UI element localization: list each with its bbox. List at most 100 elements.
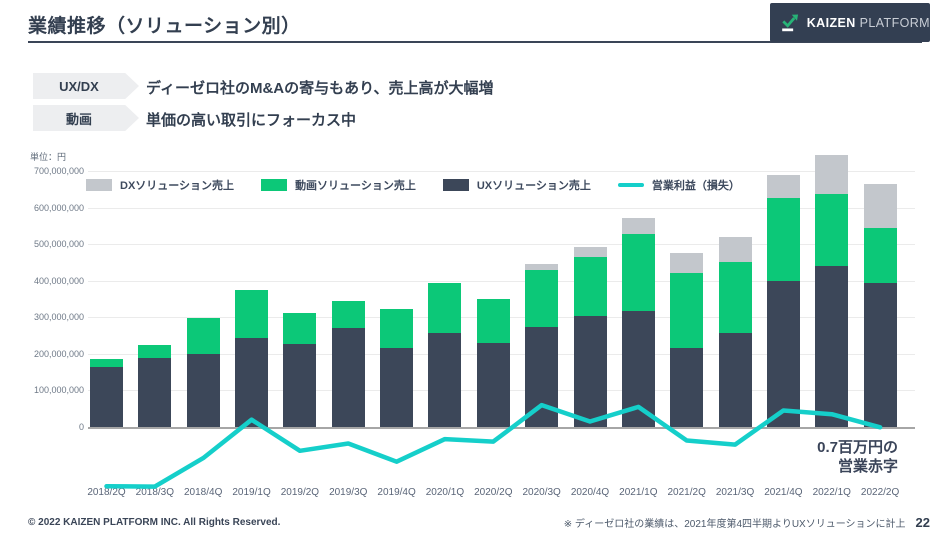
legend-item: UXソリューション売上: [442, 177, 591, 193]
x-tick-label: 2020/2Q: [474, 487, 513, 498]
annotation-line-2: 営業赤字: [837, 457, 898, 475]
bar-segment: [235, 290, 269, 338]
bar-segment: [718, 332, 752, 427]
bar-segment: [863, 183, 897, 228]
bar-segment: [476, 299, 510, 344]
y-tick-label: 100,000,000: [33, 385, 84, 396]
bar-segment: [718, 261, 752, 333]
x-tick-label: 2019/3Q: [329, 487, 368, 498]
bar-segment: [380, 309, 414, 349]
grid-line: [88, 207, 915, 209]
x-tick-label: 2018/3Q: [135, 487, 175, 498]
bar-segment: [525, 264, 559, 271]
grid-line: [88, 280, 915, 282]
bar-segment: [863, 227, 897, 283]
x-tick-label: 2021/4Q: [764, 487, 803, 498]
bar-segment: [815, 266, 849, 427]
y-tick-label: 500,000,000: [33, 239, 84, 250]
chart-legend: DXソリューション売上 動画ソリューション売上 UXソリューション売上 営業利益（損失…: [86, 177, 740, 193]
title-divider: [28, 41, 922, 43]
bar-segment: [573, 247, 607, 257]
bar-segment: [621, 233, 655, 311]
legend-label: DXソリューション売上: [120, 180, 235, 192]
brand-name-light: PLATFORM: [859, 15, 930, 30]
y-tick-label: 0: [78, 421, 84, 432]
x-tick-label: 2022/1Q: [812, 487, 851, 498]
bar-segment: [138, 357, 172, 427]
bar-segment: [766, 174, 800, 199]
bar-segment: [283, 343, 317, 427]
bar-segment: [525, 270, 559, 327]
y-tick-label: 400,000,000: [33, 275, 84, 286]
brand-name-bold: KAIZEN: [806, 15, 856, 30]
brand-logo: KAIZEN PLATFORM: [770, 3, 930, 42]
legend-swatch: [442, 179, 469, 191]
callout-badge-video: 動画: [33, 105, 139, 131]
bar-segment: [90, 367, 123, 427]
zero-axis-line: [88, 426, 915, 429]
bar-segment: [621, 218, 655, 234]
bar-segment: [476, 343, 510, 427]
bar-segment: [670, 348, 704, 427]
legend-item: DXソリューション売上: [86, 177, 234, 193]
x-tick-label: 2020/4Q: [570, 487, 610, 498]
x-tick-label: 2019/1Q: [232, 487, 271, 498]
kaizen-check-arrow-icon: [782, 14, 799, 31]
footnote-text: ※ ディーゼロ社の業績は、2021年度第4四半期よりUXソリューションに計上: [563, 519, 906, 530]
legend-label: UXソリューション売上: [476, 180, 591, 192]
y-axis-unit-label: 単位：円: [30, 152, 67, 162]
bar-segment: [428, 332, 462, 427]
legend-swatch: [261, 179, 288, 191]
x-tick-label: 2019/2Q: [280, 487, 320, 498]
bar-segment: [766, 198, 800, 281]
bar-segment: [573, 316, 607, 427]
x-tick-label: 2020/1Q: [425, 487, 465, 498]
bar-segment: [815, 193, 849, 267]
x-tick-label: 2021/2Q: [667, 487, 706, 498]
bar-segment: [90, 359, 123, 368]
y-tick-label: 700,000,000: [33, 166, 84, 176]
y-tick-label: 300,000,000: [33, 312, 84, 323]
bar-segment: [815, 154, 849, 194]
bar-segment: [670, 252, 704, 274]
x-tick-label: 2021/3Q: [715, 487, 755, 498]
copyright-text: © 2022 KAIZEN PLATFORM INC. All Rights R…: [28, 517, 281, 528]
y-tick-label: 200,000,000: [33, 348, 84, 359]
x-tick-label: 2021/1Q: [619, 487, 658, 498]
bar-segment: [766, 280, 800, 427]
x-tick-label: 2018/4Q: [184, 487, 223, 498]
bar-segment: [670, 273, 704, 349]
annotation-line-1: 0.7百万円の: [817, 439, 898, 456]
footer-right: ※ ディーゼロ社の業績は、2021年度第4四半期よりUXソリューションに計上 2…: [564, 515, 930, 530]
operating-profit-line: [104, 402, 883, 489]
grid-line: [88, 244, 915, 246]
bar-segment: [863, 282, 897, 427]
bar-segment: [186, 353, 220, 427]
legend-item: 動画ソリューション売上: [261, 177, 416, 193]
bar-segment: [186, 318, 220, 354]
legend-label: 動画ソリューション売上: [295, 180, 416, 192]
callout-text-uxdx: ディーゼロ社のM&Aの寄与もあり、売上高が大幅増: [146, 80, 494, 97]
x-tick-label: 2020/3Q: [522, 487, 561, 498]
bar-segment: [718, 236, 752, 262]
legend-swatch: [86, 179, 112, 191]
legend-swatch: [617, 183, 644, 187]
bar-segment: [428, 282, 462, 333]
legend-item: 営業利益（損失）: [617, 177, 740, 193]
y-tick-label: 600,000,000: [33, 202, 84, 213]
bar-segment: [331, 300, 365, 328]
grid-line: [88, 171, 915, 172]
callout-badge-uxdx: UX/DX: [33, 73, 139, 99]
x-tick-label: 2018/2Q: [87, 487, 126, 498]
bar-segment: [331, 327, 365, 427]
operating-loss-annotation: 0.7百万円の 営業赤字: [817, 439, 898, 477]
x-tick-label: 2022/2Q: [860, 487, 900, 498]
bar-segment: [380, 348, 414, 427]
bar-segment: [573, 256, 607, 317]
bar-segment: [138, 344, 172, 358]
page-title: 業績推移（ソリューション別）: [28, 16, 301, 37]
callout-text-video: 単価の高い取引にフォーカス中: [146, 112, 357, 129]
x-tick-label: 2019/4Q: [377, 487, 416, 498]
bar-segment: [235, 337, 269, 427]
